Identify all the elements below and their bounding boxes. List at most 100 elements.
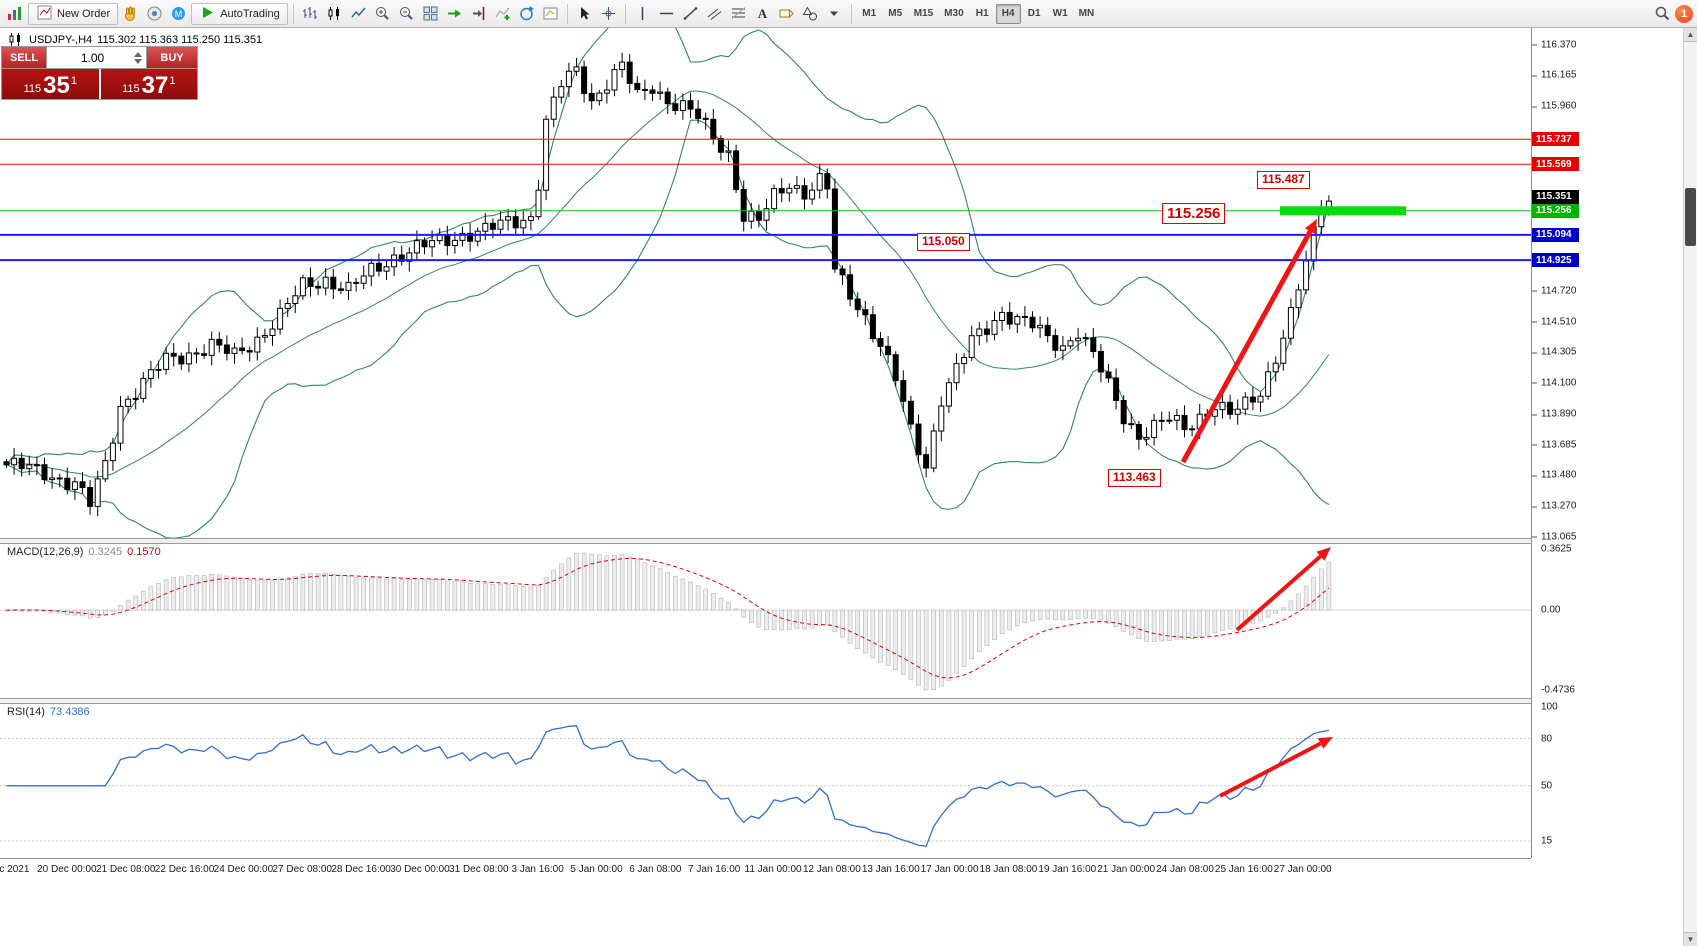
time-tick-label: 7 Jan 16:00 [688, 864, 741, 875]
cycles-icon[interactable] [515, 3, 538, 25]
autotrading-play-icon [199, 4, 216, 24]
panel-divider[interactable] [0, 538, 1683, 544]
toolbar-separator [566, 3, 568, 24]
scroll-up-icon[interactable]: ▲ [1684, 28, 1697, 42]
autotrading-label: AutoTrading [220, 7, 280, 20]
symbol-chart-icon [7, 31, 24, 48]
shapes-tool-icon[interactable] [799, 3, 822, 25]
hand-cursor-icon[interactable] [119, 3, 142, 25]
timeframe-button-w1[interactable]: W1 [1048, 4, 1073, 24]
time-tick-label: 31 Dec 08:00 [449, 864, 509, 875]
rsi-panel[interactable] [0, 704, 1531, 858]
templates-icon[interactable] [539, 3, 562, 25]
panel-divider[interactable] [0, 698, 1683, 704]
price-tick: 113.065 [1532, 531, 1576, 542]
rsi-line [6, 725, 1329, 848]
vertical-line-tool-icon[interactable] [631, 3, 654, 25]
timeframe-button-m1[interactable]: M1 [857, 4, 882, 24]
time-tick-label: 13 Jan 16:00 [861, 864, 920, 875]
horizontal-line-tool-icon[interactable] [655, 3, 678, 25]
shapes-dropdown-icon[interactable] [823, 3, 846, 25]
macd-signal-line [6, 557, 1330, 679]
resistance-highlight-bar [1280, 206, 1406, 216]
buy-button[interactable]: BUY [147, 47, 197, 68]
vertical-scrollbar[interactable]: ▲ ▼ [1683, 28, 1697, 946]
channel-tool-icon[interactable] [703, 3, 726, 25]
volume-stepper[interactable] [132, 51, 144, 64]
time-tick-label: 27 Jan 00:00 [1273, 864, 1332, 875]
timeframe-button-h4[interactable]: H4 [995, 3, 1021, 24]
auto-scroll-icon[interactable] [443, 3, 466, 25]
volume-value[interactable]: 1.00 [80, 50, 105, 65]
price-axis[interactable]: 116.370 116.165 115.960 114.720 114.510 114.3… [1531, 28, 1683, 858]
ohlc-values: 115.302 115.363 115.250 115.351 [97, 33, 263, 46]
bid-price-display[interactable]: 115 35 1 [2, 69, 99, 99]
rsi-value: 73.4386 [49, 706, 90, 718]
price-level-badge: 115.094 [1532, 227, 1579, 242]
ask-pips: 37 [141, 72, 169, 99]
bar-chart-icon[interactable] [299, 3, 322, 25]
chart-shift-icon[interactable] [467, 3, 490, 25]
macd-axis-label: 0.3625 [1541, 543, 1572, 555]
autotrading-button[interactable]: AutoTrading [191, 2, 288, 25]
text-label-tool-icon[interactable] [775, 3, 798, 25]
timeframe-button-mn[interactable]: MN [1074, 4, 1100, 24]
main-chart-area[interactable] [0, 28, 1531, 538]
fibonacci-tool-icon[interactable] [727, 3, 750, 25]
rsi-axis-label: 15 [1541, 835, 1553, 847]
volume-field[interactable]: 1.00 [46, 47, 147, 68]
time-tick-label: 27 Dec 08:00 [272, 864, 333, 875]
timeframe-button-m15[interactable]: M15 [909, 4, 938, 24]
scroll-down-icon[interactable]: ▼ [1684, 932, 1697, 946]
price-tick: 114.720 [1532, 285, 1576, 296]
new-order-label: New Order [57, 7, 111, 20]
zoom-out-icon[interactable] [395, 3, 418, 25]
price-level-badge: 115.256 [1532, 203, 1579, 218]
rsi-axis-label: 100 [1541, 701, 1558, 713]
ask-price-display[interactable]: 115 37 1 [100, 69, 197, 99]
macd-histogram [4, 552, 1332, 691]
time-tick-label: 25 Jan 16:00 [1214, 864, 1273, 875]
time-tick-label: Dec 2021 [0, 864, 30, 875]
price-tick: 113.685 [1532, 439, 1576, 450]
time-tick-label: 28 Dec 16:00 [331, 864, 391, 875]
search-icon[interactable] [1651, 3, 1674, 25]
new-order-button[interactable]: New Order [28, 2, 119, 25]
rsi-title: RSI(14) [7, 706, 45, 718]
candlestick-chart-icon[interactable] [323, 3, 346, 25]
volume-down-icon[interactable] [134, 58, 142, 64]
zoom-in-icon[interactable] [371, 3, 394, 25]
expert-advisors-icon[interactable] [143, 3, 166, 25]
price-tick: 114.510 [1532, 316, 1576, 327]
scrollbar-thumb[interactable] [1685, 188, 1696, 246]
timeframe-button-m30[interactable]: M30 [939, 4, 968, 24]
community-icon[interactable]: M [167, 3, 190, 25]
macd-panel[interactable] [0, 544, 1531, 698]
time-tick-label: 21 Jan 00:00 [1097, 864, 1156, 875]
tile-windows-icon[interactable] [419, 3, 442, 25]
trend-arrow [1219, 741, 1322, 798]
time-tick-label: 24 Dec 00:00 [213, 864, 274, 875]
text-tool-icon[interactable]: A [751, 3, 774, 25]
time-tick-label: 11 Jan 00:00 [744, 864, 802, 875]
timeframe-group: M1 M5 M15 M30 H1 H4 D1 W1 MN [857, 3, 1100, 24]
indicators-icon[interactable] [491, 3, 514, 25]
volume-up-icon[interactable] [134, 51, 142, 57]
macd-main-value: 0.3245 [88, 546, 123, 558]
notifications-badge[interactable]: 1 [1675, 4, 1693, 23]
timeframe-button-d1[interactable]: D1 [1022, 4, 1047, 24]
cursor-tool-icon[interactable] [573, 3, 596, 25]
sell-button[interactable]: SELL [2, 47, 46, 68]
trend-arrow-head [1317, 737, 1333, 749]
crosshair-tool-icon[interactable] [597, 3, 620, 25]
new-chart-icon[interactable] [4, 3, 27, 25]
ask-pip-fraction: 1 [169, 75, 176, 87]
line-chart-icon[interactable] [347, 3, 370, 25]
time-tick-label: 30 Dec 00:00 [390, 864, 450, 875]
timeframe-button-h1[interactable]: H1 [970, 4, 995, 24]
timeframe-button-m5[interactable]: M5 [883, 4, 908, 24]
trendline-tool-icon[interactable] [679, 3, 702, 25]
trend-arrow-head [1316, 547, 1331, 561]
